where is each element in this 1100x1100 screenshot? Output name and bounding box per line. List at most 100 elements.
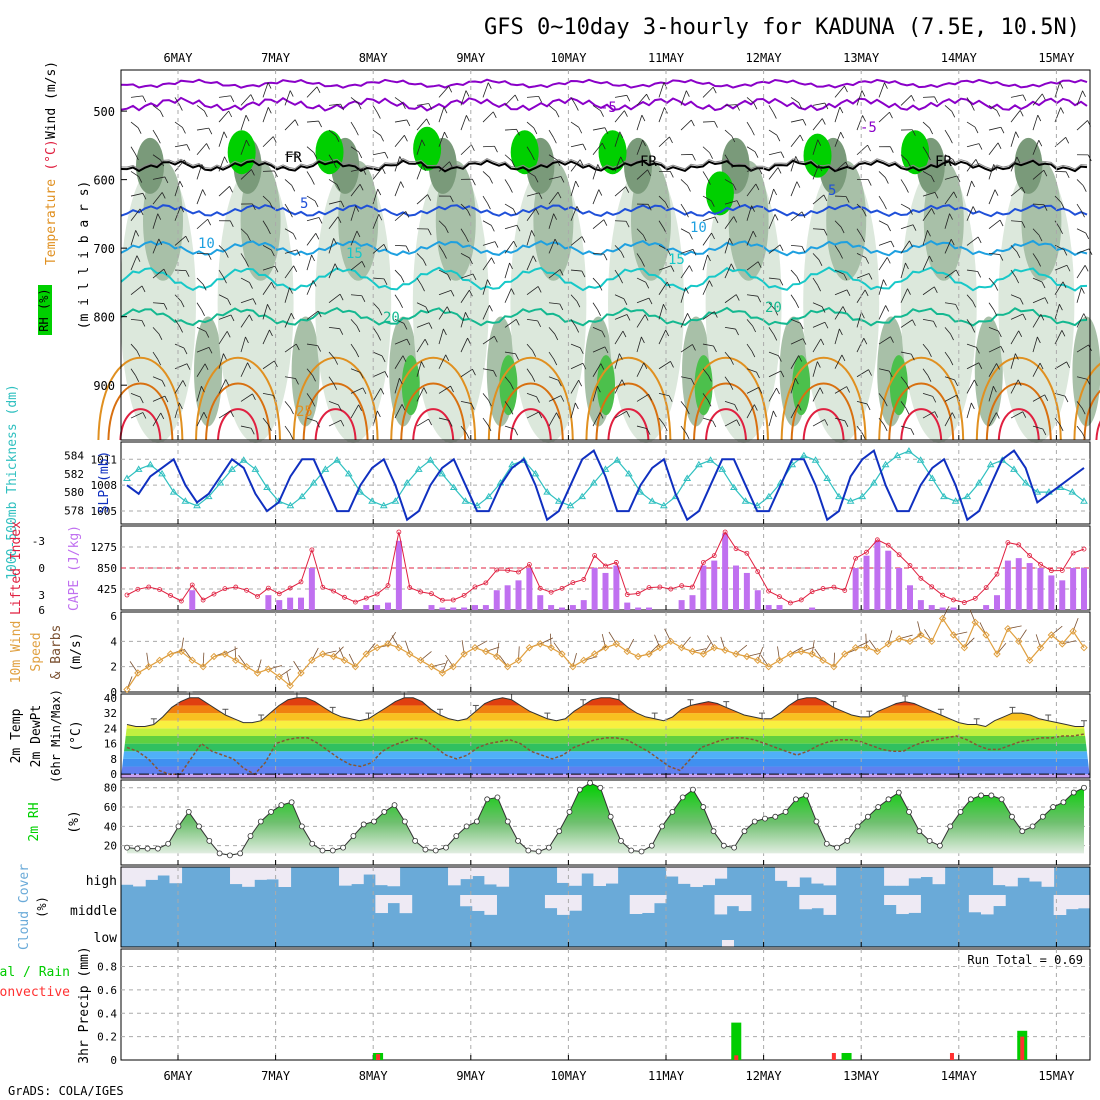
wind-speed-point — [612, 640, 621, 648]
wind-barb — [724, 238, 730, 254]
wind-barb-flag — [246, 139, 250, 147]
wind-barb-flag — [883, 400, 888, 407]
wind-speed-point — [721, 646, 729, 654]
wind-barb-flag — [491, 257, 495, 264]
pressure-tick: 800 — [93, 311, 115, 325]
contour-35 — [217, 408, 259, 441]
wind-label: Wind (m/s) — [44, 61, 59, 139]
cloud-middle — [569, 895, 582, 911]
wind-barb-flag — [795, 301, 800, 308]
wind-barb-flag — [230, 95, 235, 102]
wind-barb — [878, 111, 890, 123]
cape-bar — [809, 607, 816, 610]
wind-barb-flag — [576, 301, 581, 308]
wind-barb — [900, 203, 910, 209]
wind-barb — [724, 129, 733, 137]
wind-barb — [592, 386, 598, 402]
cape-bar — [1015, 558, 1022, 610]
wind-barb-flag — [178, 104, 183, 111]
wind-barb-flag — [553, 358, 558, 366]
wind-barb — [526, 192, 540, 197]
wind-barb — [174, 121, 183, 128]
wind-speed-point — [938, 614, 947, 623]
thickness-point — [461, 497, 470, 504]
wind-barb — [636, 114, 643, 131]
wind-barb-flag — [689, 265, 693, 272]
wind-barb — [152, 351, 159, 360]
slp-tick: 1005 — [91, 505, 118, 518]
cape-bar — [450, 607, 457, 610]
wind-barb — [350, 97, 359, 104]
wind-barb — [658, 195, 666, 203]
wind-barb-flag — [1085, 232, 1090, 240]
wind-barb — [1032, 336, 1038, 353]
wind-barb — [702, 195, 712, 202]
thickness-point — [216, 479, 225, 486]
wind-barb-flag — [971, 180, 975, 188]
wind-barb-flag — [844, 85, 848, 93]
wind-barb — [614, 110, 625, 123]
wind-barb-flag — [619, 353, 623, 360]
thickness-line — [126, 450, 1085, 507]
wind-barb-flag — [839, 328, 843, 336]
cape-bar — [374, 605, 381, 610]
li-point — [298, 579, 304, 585]
cape-bar — [743, 572, 750, 610]
thickness-point — [765, 492, 773, 500]
wind-barb-flag — [488, 399, 492, 407]
wind-barb — [130, 208, 141, 221]
wind-barb — [768, 188, 775, 205]
wind-barb — [284, 287, 290, 303]
wind-barb — [944, 105, 953, 112]
cloud-high — [1005, 867, 1018, 887]
wind-speed-point — [449, 662, 457, 671]
thickness-point — [578, 492, 587, 500]
wind-barb-flag — [289, 211, 293, 218]
wind-barb-flag — [626, 411, 631, 418]
wind-barb — [394, 245, 407, 247]
wind-barb-flag — [933, 286, 938, 294]
cape-bar — [1059, 580, 1066, 610]
li-point — [853, 555, 859, 561]
wind-tick: 2 — [110, 661, 117, 674]
wind-barb-flag — [774, 309, 779, 316]
wind-barb-flag — [884, 82, 888, 89]
cloud-high — [230, 867, 243, 885]
wind-barb-flag — [751, 205, 755, 212]
wind-barb — [548, 395, 562, 402]
li-point — [766, 588, 772, 594]
wind-barb — [394, 119, 407, 123]
wind-barb-flag — [226, 331, 231, 338]
wind-barb — [636, 362, 645, 377]
wind-barb-flag — [729, 161, 733, 169]
cloud-middle — [387, 895, 401, 904]
wind-barb — [306, 254, 312, 271]
thickness-point — [228, 465, 236, 472]
wind-barb-flag — [553, 137, 557, 144]
cloud-high — [605, 867, 619, 884]
wind-barb-flag — [641, 114, 646, 122]
wind-barb — [504, 376, 511, 384]
li-label: Lifted Index — [9, 521, 24, 615]
wind-barb — [482, 368, 494, 372]
rh-point — [556, 828, 563, 835]
rh-point — [278, 802, 285, 809]
wind-barb — [196, 386, 202, 402]
wind-barb — [570, 269, 582, 272]
precip-convective-bar — [376, 1054, 381, 1060]
li-point — [178, 598, 184, 604]
wind-barb-flag — [399, 156, 404, 163]
li-tick: 6 — [38, 604, 45, 617]
wind-barb-flag — [1083, 313, 1088, 320]
cape-bar — [983, 605, 990, 610]
wind-barb-flag — [164, 395, 169, 403]
wind-barb — [812, 118, 823, 131]
wind-barb-flag — [339, 293, 344, 301]
wind-speed-point — [1047, 631, 1056, 639]
wind-barb-flag — [774, 214, 779, 221]
wind-barb-flag — [643, 362, 648, 370]
wind-barb-flag — [428, 103, 433, 110]
wind-barb-flag — [645, 282, 650, 289]
wind-barb-flag — [487, 203, 491, 210]
contour-label: 20 — [383, 310, 400, 326]
